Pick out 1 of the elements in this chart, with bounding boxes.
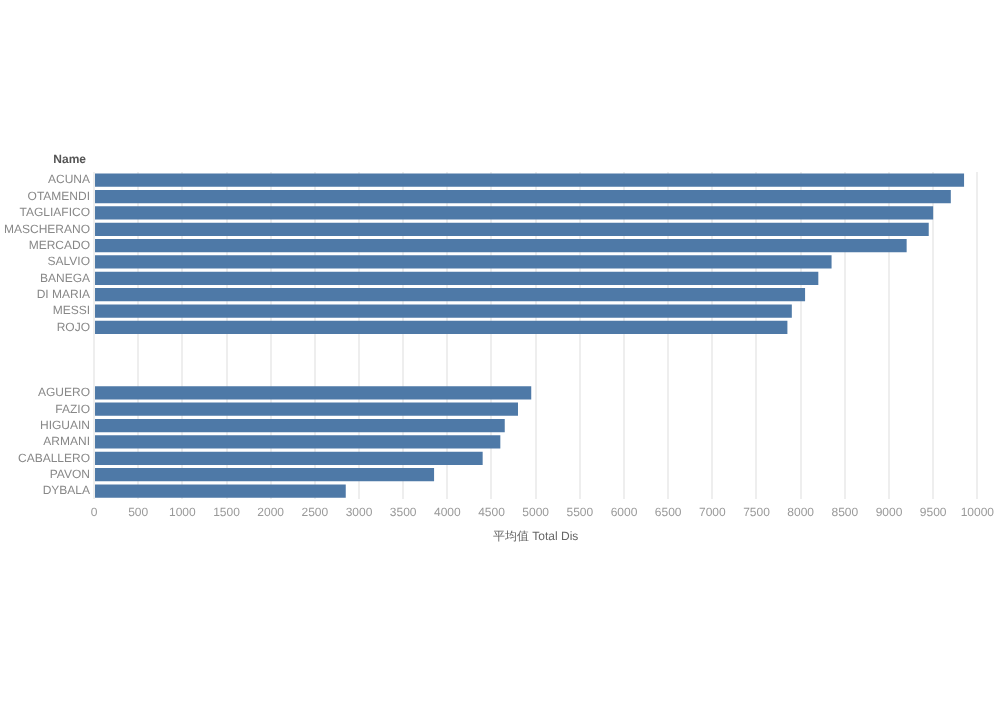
- bar: [95, 386, 532, 400]
